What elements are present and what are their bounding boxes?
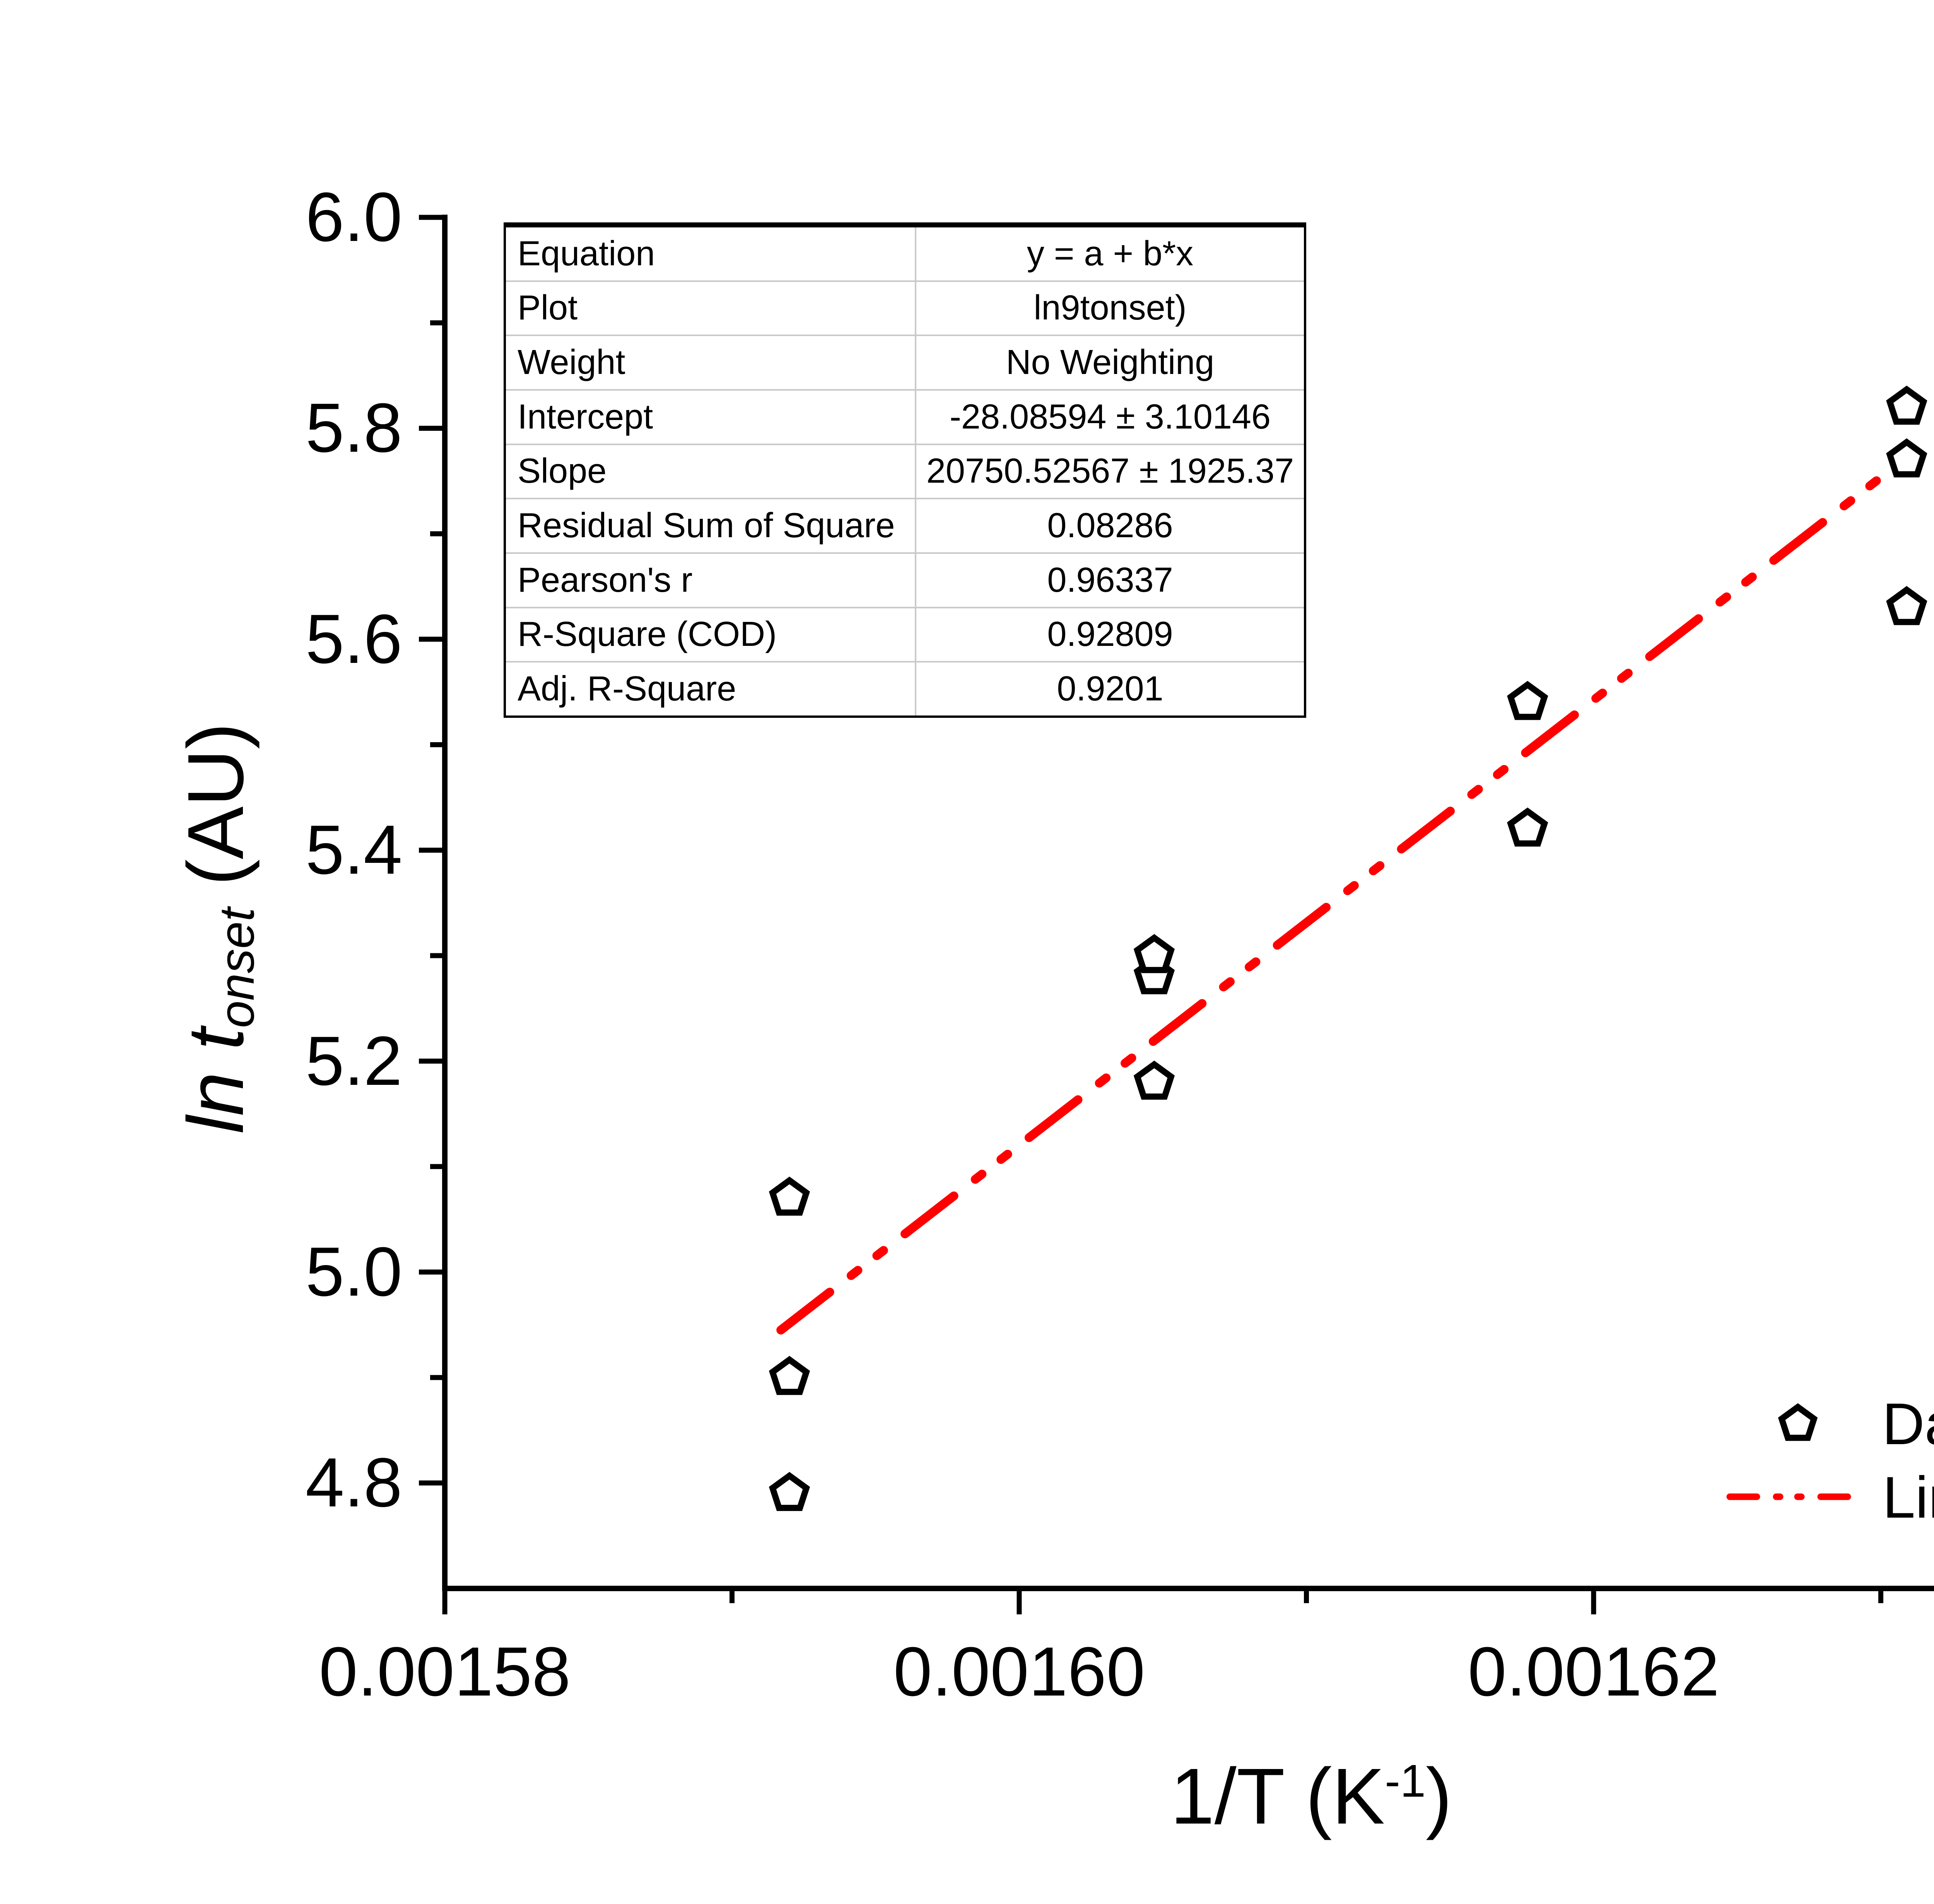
stats-row-label: Residual Sum of Square (506, 498, 915, 552)
stats-row-label: Weight (506, 335, 915, 389)
y-title-ln: ln t (171, 1028, 260, 1134)
y-tick-label: 5.6 (305, 600, 402, 678)
y-tick-label: 6.0 (305, 178, 402, 256)
stats-row-value: 0.92809 (915, 606, 1304, 661)
y-axis-title: ln tonset (AU) (162, 309, 270, 1547)
stats-row-label: R-Square (COD) (506, 606, 915, 661)
x-axis-title: 1/T (K-1) (847, 1742, 1775, 1851)
stats-row-value: 0.9201 (915, 661, 1304, 715)
y-title-subscript: onset (209, 907, 264, 1028)
data-point-marker (769, 1177, 810, 1216)
stats-row-label: Plot (506, 280, 915, 335)
data-point-marker (1886, 438, 1927, 478)
stats-row-label: Pearson's r (506, 552, 915, 607)
legend-data-label: Data (1882, 1391, 1934, 1457)
data-point-marker (1886, 586, 1927, 625)
y-title-unit: (AU) (171, 722, 260, 908)
y-tick-label: 5.4 (305, 811, 402, 889)
legend-fit-label: Linear fit (1883, 1465, 1934, 1530)
x-title-superscript: -1 (1385, 1755, 1426, 1807)
x-tick-label: 0.00162 (1468, 1633, 1720, 1711)
regression-stats-table: Equation y = a + b*x Plot ln9tonset) Weight N… (504, 222, 1306, 718)
data-point-marker (1133, 1060, 1175, 1100)
x-tick-label: 0.00160 (893, 1633, 1145, 1711)
x-title-close: ) (1425, 1752, 1452, 1841)
stats-row-value: y = a + b*x (915, 227, 1304, 280)
data-point-marker (1886, 386, 1927, 425)
data-point-marker (769, 1356, 810, 1395)
stats-row-label: Slope (506, 443, 915, 498)
stats-row-value: 0.96337 (915, 552, 1304, 607)
data-point-marker (1507, 681, 1548, 720)
stats-row-label: Adj. R-Square (506, 661, 915, 715)
stats-row-value: 0.08286 (915, 498, 1304, 552)
data-point-marker (769, 1472, 810, 1511)
stats-row-value: -28.08594 ± 3.10146 (915, 389, 1304, 444)
y-tick-label: 4.8 (305, 1444, 402, 1522)
stats-row-value: 20750.52567 ± 1925.37 (915, 443, 1304, 498)
legend-pentagon-icon (1778, 1403, 1818, 1441)
y-tick-label: 5.0 (305, 1233, 402, 1311)
stats-row-value: No Weighting (915, 335, 1304, 389)
x-tick-label: 0.00158 (319, 1633, 571, 1711)
stats-row-value: ln9tonset) (915, 280, 1304, 335)
data-point-marker (1133, 934, 1175, 973)
y-tick-label: 5.8 (305, 389, 402, 467)
x-title-main: 1/T (K (1170, 1752, 1385, 1841)
y-tick-label: 5.2 (305, 1022, 402, 1100)
stats-row-label: Equation (518, 234, 655, 273)
stats-row-label: Intercept (506, 389, 915, 444)
data-point-marker (1507, 807, 1548, 847)
